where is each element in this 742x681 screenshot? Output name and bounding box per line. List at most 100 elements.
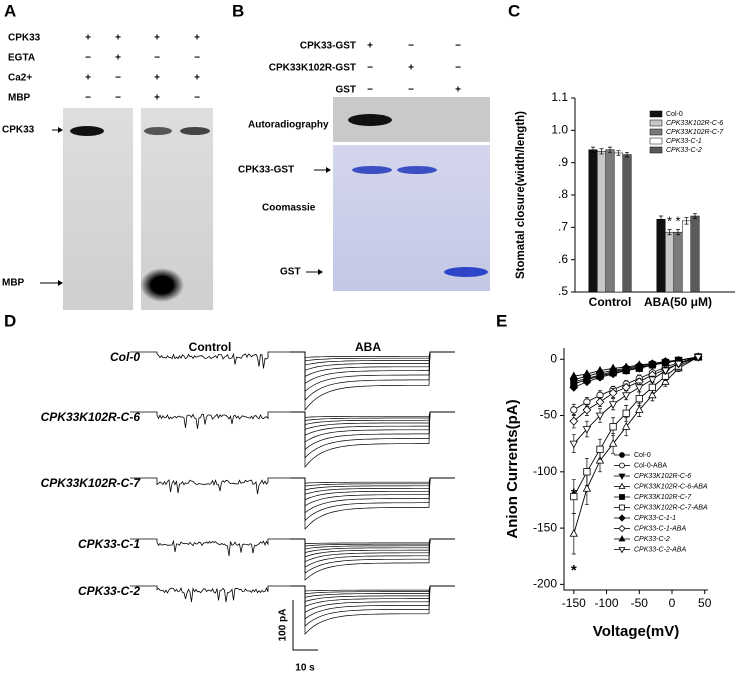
marker: [595, 397, 605, 407]
trace: [290, 351, 455, 384]
marker: [596, 445, 604, 453]
line: [573, 356, 699, 444]
label: E: [496, 311, 507, 330]
marker: [621, 422, 631, 430]
label: −: [408, 41, 414, 52]
legend-label: CPK33K102R-C-7-ABA: [634, 504, 708, 511]
label: MBP: [2, 278, 25, 289]
label: Col-0: [110, 350, 140, 364]
label: +: [85, 73, 91, 84]
line: [573, 356, 699, 534]
y-tick-label: 1.1: [551, 90, 568, 104]
marker: [582, 369, 592, 377]
label: Ca2+: [8, 73, 32, 84]
trace: [290, 411, 455, 451]
legend-label: CPK33K102R-C-6: [634, 473, 691, 480]
error-bar: [693, 213, 697, 219]
marker: [570, 406, 578, 414]
trace: [290, 477, 455, 484]
line: [573, 356, 699, 497]
trace: [290, 585, 455, 627]
label: +: [154, 33, 160, 44]
label: +: [408, 63, 414, 74]
trace: [290, 411, 455, 425]
legend-swatch: [649, 146, 663, 154]
trace: [290, 411, 455, 418]
marker: [619, 494, 625, 500]
marker: [648, 359, 657, 367]
marker: [618, 514, 626, 522]
bar: [614, 152, 623, 293]
label: +: [115, 53, 121, 64]
marker: [635, 395, 643, 403]
label: −: [455, 63, 461, 74]
annotation: *: [571, 485, 577, 502]
bar: [673, 231, 683, 293]
line: [573, 356, 699, 422]
x-tick-label: -150: [562, 596, 586, 610]
trace: [290, 477, 455, 530]
x-tick-label: Control: [589, 295, 632, 309]
trace: [290, 351, 455, 377]
trace: [290, 477, 455, 487]
marker: [582, 405, 592, 415]
label: −: [194, 93, 200, 104]
label: +: [194, 73, 200, 84]
legend-swatch: [649, 137, 663, 145]
legend-label: Col-0: [666, 111, 683, 118]
label: −: [85, 53, 91, 64]
trace: [290, 477, 455, 495]
marker: [569, 440, 579, 449]
label: −: [455, 41, 461, 52]
marker: [608, 388, 618, 398]
trace: [290, 411, 455, 459]
label: −: [115, 73, 121, 84]
trace: [290, 477, 455, 507]
band: [348, 114, 392, 126]
trace: [290, 585, 455, 635]
bar: [605, 149, 615, 293]
marker: [618, 535, 626, 542]
legend-label: CPK33-C-1-1: [634, 515, 676, 522]
trace: [290, 538, 455, 554]
trace: [290, 585, 455, 592]
marker: [608, 439, 618, 447]
y-tick-label: .6: [558, 252, 568, 266]
bar: [597, 151, 606, 293]
marker: [622, 409, 630, 417]
legend-label: CPK33K102R-C-6-ABA: [634, 483, 708, 490]
marker: [608, 369, 618, 379]
label: MBP: [8, 93, 31, 104]
legend-label: CPK33-C-1-ABA: [634, 525, 686, 532]
band: [397, 166, 437, 174]
trace: [290, 585, 455, 613]
legend-swatch: [649, 110, 663, 118]
trace: [290, 477, 455, 501]
legend-label: CPK33-C-2: [666, 147, 702, 154]
trace: [290, 538, 455, 547]
label: ABA: [355, 340, 381, 354]
marker: [582, 377, 592, 387]
y-tick-label: -150: [533, 520, 557, 534]
trace: [290, 585, 455, 595]
error-bar: [616, 150, 621, 156]
trace: [290, 351, 455, 401]
label: CPK33-GST: [238, 165, 294, 176]
marker: [635, 360, 644, 368]
line: [573, 356, 699, 377]
arrow-head: [58, 127, 63, 133]
marker: [674, 360, 683, 369]
trace: [290, 477, 455, 491]
label: +: [455, 85, 461, 96]
legend-label: CPK33K102R-C-7: [666, 129, 724, 136]
label: −: [367, 63, 373, 74]
error-bar: [625, 151, 629, 158]
y-tick-label: 1.0: [551, 123, 568, 137]
label: −: [85, 93, 91, 104]
x-axis-label: Voltage(mV): [593, 623, 679, 640]
y-tick-label: .8: [558, 187, 568, 201]
bar: [588, 149, 598, 293]
label: 10 s: [295, 663, 315, 674]
marker: [618, 482, 626, 489]
